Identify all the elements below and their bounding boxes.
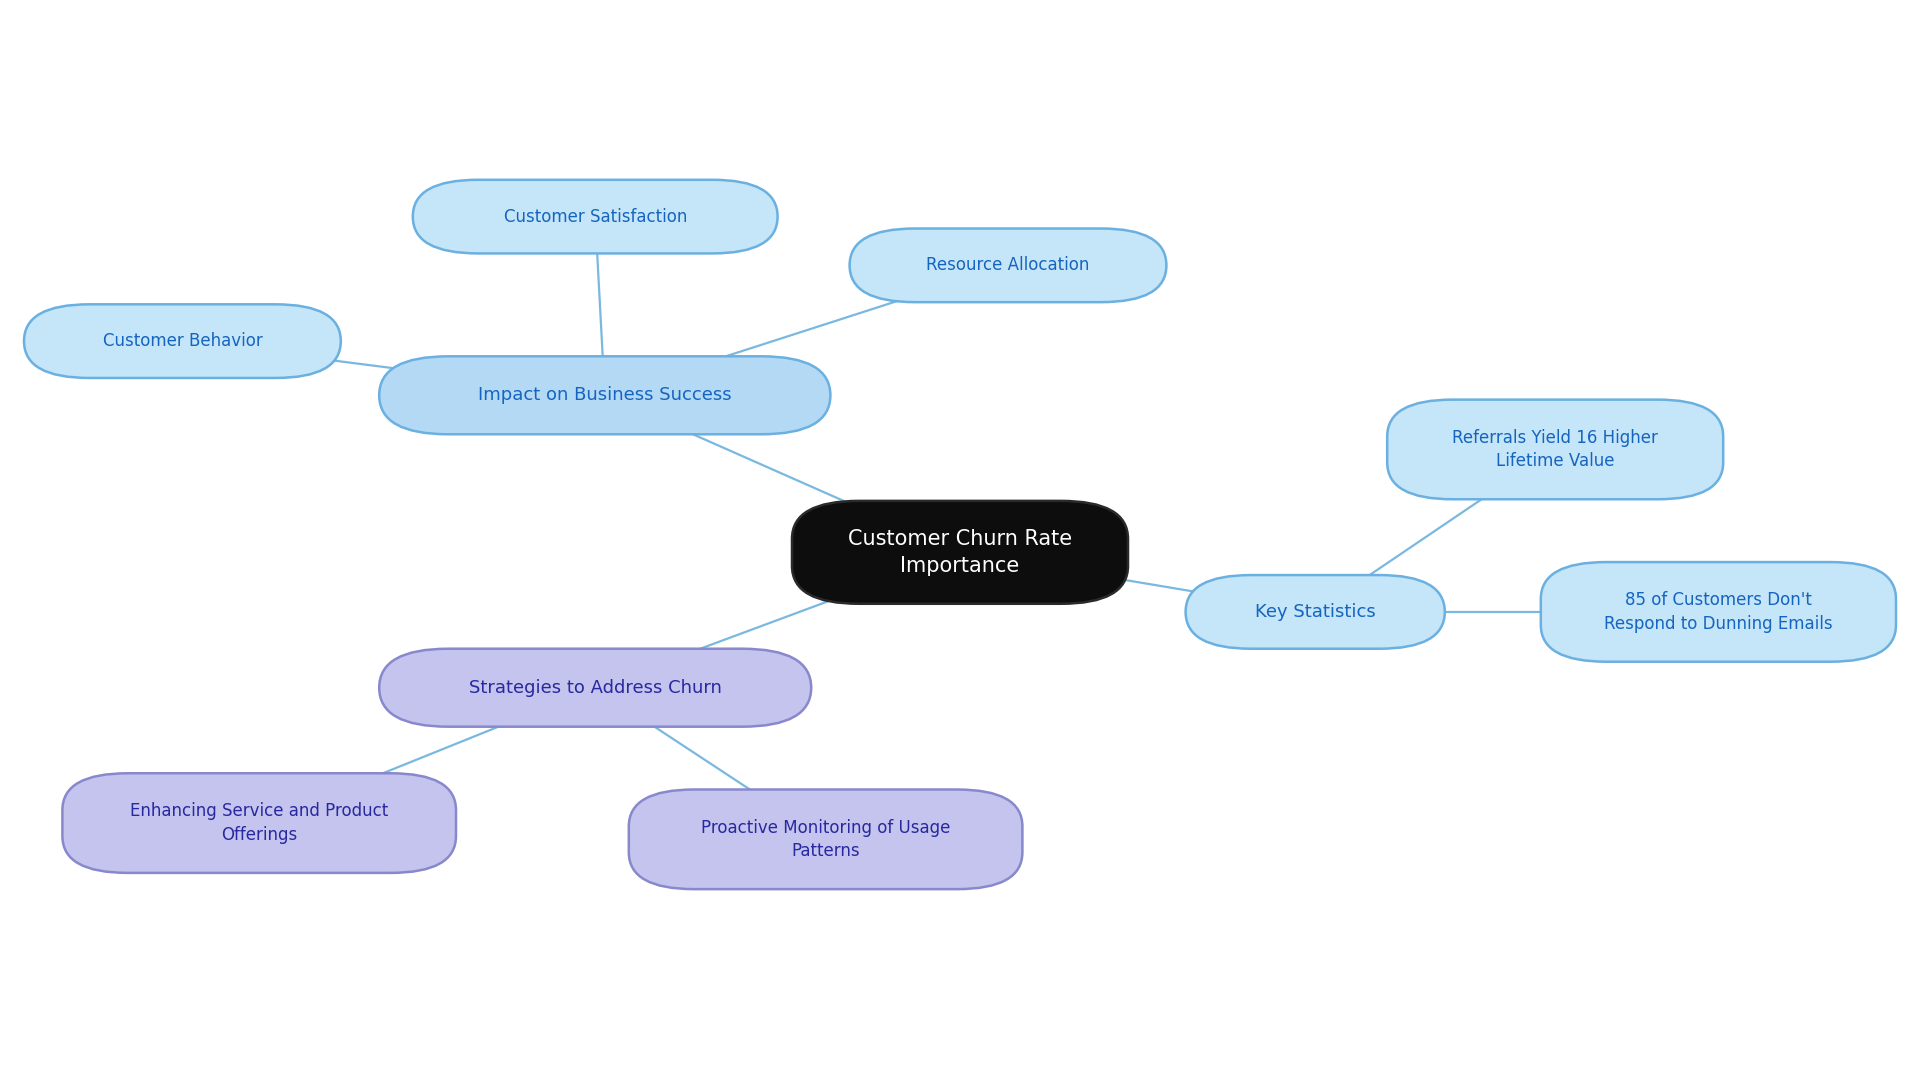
FancyBboxPatch shape (1187, 575, 1446, 649)
Text: Resource Allocation: Resource Allocation (925, 257, 1091, 274)
Text: Impact on Business Success: Impact on Business Success (478, 387, 732, 404)
FancyBboxPatch shape (1386, 400, 1722, 499)
FancyBboxPatch shape (849, 229, 1167, 302)
Text: Customer Behavior: Customer Behavior (102, 332, 263, 350)
FancyBboxPatch shape (791, 500, 1127, 604)
FancyBboxPatch shape (63, 773, 457, 873)
Text: Key Statistics: Key Statistics (1256, 603, 1375, 621)
Text: Proactive Monitoring of Usage
Patterns: Proactive Monitoring of Usage Patterns (701, 819, 950, 860)
Text: Customer Satisfaction: Customer Satisfaction (503, 208, 687, 225)
FancyBboxPatch shape (380, 356, 829, 434)
Text: Customer Churn Rate
Importance: Customer Churn Rate Importance (849, 530, 1071, 575)
FancyBboxPatch shape (630, 790, 1021, 889)
Text: Referrals Yield 16 Higher
Lifetime Value: Referrals Yield 16 Higher Lifetime Value (1452, 429, 1659, 470)
Text: Enhancing Service and Product
Offerings: Enhancing Service and Product Offerings (131, 803, 388, 844)
FancyBboxPatch shape (413, 180, 778, 253)
Text: 85 of Customers Don't
Respond to Dunning Emails: 85 of Customers Don't Respond to Dunning… (1603, 591, 1834, 632)
FancyBboxPatch shape (1540, 562, 1895, 662)
FancyBboxPatch shape (380, 649, 810, 727)
FancyBboxPatch shape (23, 304, 340, 378)
Text: Strategies to Address Churn: Strategies to Address Churn (468, 679, 722, 696)
